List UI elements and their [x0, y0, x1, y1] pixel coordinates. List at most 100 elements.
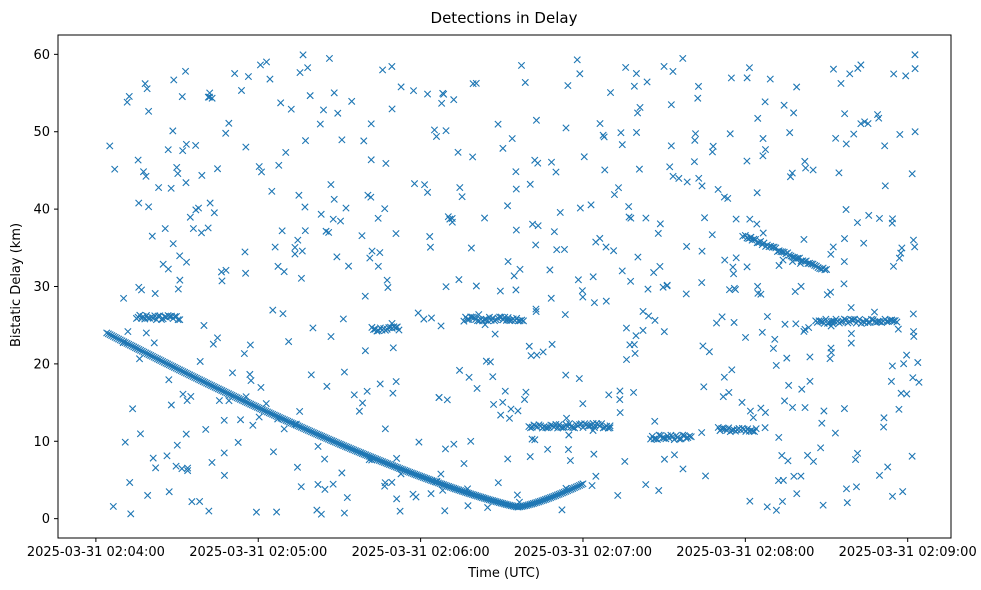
data-point: [875, 471, 884, 479]
data-point: [694, 94, 702, 102]
data-point: [287, 105, 295, 113]
data-point: [667, 101, 675, 109]
y-tick-label: 50: [33, 125, 50, 140]
data-point: [439, 486, 447, 494]
data-point: [397, 470, 405, 478]
data-point: [884, 463, 892, 471]
data-point: [358, 399, 367, 407]
data-point: [867, 315, 876, 323]
data-point: [720, 193, 728, 201]
data-point: [336, 217, 345, 225]
data-point: [174, 316, 182, 324]
data-point: [749, 427, 757, 435]
data-point: [819, 501, 827, 509]
data-point: [835, 169, 843, 177]
data-point: [291, 243, 299, 252]
data-point: [192, 141, 200, 150]
data-point: [522, 388, 530, 396]
data-point: [463, 485, 472, 493]
data-point: [797, 472, 805, 480]
data-point: [508, 134, 516, 143]
data-point: [458, 193, 466, 201]
data-point: [847, 339, 855, 347]
data-point: [148, 232, 156, 240]
data-point: [721, 256, 729, 264]
data-point: [642, 480, 650, 489]
data-point: [822, 265, 831, 274]
data-point: [790, 109, 798, 117]
data-point: [222, 266, 230, 274]
data-point: [809, 166, 817, 174]
data-point: [113, 334, 121, 342]
data-point: [127, 510, 135, 518]
data-point: [832, 134, 840, 142]
data-point: [244, 73, 253, 81]
data-point: [616, 408, 624, 417]
data-point: [881, 142, 889, 150]
data-point: [262, 400, 270, 408]
data-point: [236, 416, 245, 424]
data-point: [718, 313, 726, 321]
data-point: [234, 438, 242, 446]
data-point: [505, 414, 514, 422]
data-point: [137, 286, 146, 294]
data-point: [210, 209, 218, 217]
data-point: [682, 290, 690, 298]
data-point: [389, 389, 397, 397]
data-point: [144, 491, 152, 499]
data-point: [433, 477, 441, 485]
data-point: [333, 253, 341, 261]
data-point: [152, 354, 160, 362]
data-point: [700, 214, 709, 222]
data-point: [186, 371, 194, 379]
data-point: [910, 332, 918, 340]
data-point: [443, 396, 451, 404]
data-point: [475, 310, 483, 319]
data-point: [759, 134, 767, 143]
data-point: [792, 320, 800, 328]
data-point: [725, 388, 733, 397]
data-point: [831, 429, 839, 437]
data-point: [163, 452, 171, 460]
data-point: [257, 168, 266, 176]
data-point: [644, 285, 652, 293]
data-point: [837, 79, 845, 88]
data-point: [775, 433, 783, 442]
data-point: [632, 128, 641, 137]
data-point: [660, 328, 668, 336]
y-tick-label: 40: [33, 203, 50, 218]
data-point: [875, 214, 884, 223]
data-point: [754, 282, 762, 290]
data-point: [614, 491, 622, 500]
data-point: [761, 408, 770, 417]
data-point: [547, 158, 556, 166]
data-point: [577, 481, 585, 489]
data-point: [818, 419, 826, 427]
data-point: [247, 377, 255, 385]
data-point: [383, 276, 391, 284]
data-point: [376, 248, 384, 257]
data-point: [149, 454, 157, 462]
x-tick-label: 2025-03-31 02:08:00: [676, 545, 814, 560]
data-point: [726, 130, 734, 138]
data-point: [151, 289, 159, 298]
data-point: [379, 66, 387, 74]
data-point: [589, 273, 597, 281]
data-point: [282, 148, 290, 156]
data-point: [754, 114, 762, 122]
data-point: [367, 120, 375, 128]
plot-area: 2025-03-31 02:04:00 2025-03-31 02:05:00 20…: [27, 34, 977, 560]
data-point: [573, 56, 581, 64]
data-point: [489, 373, 497, 381]
data-point: [800, 258, 809, 266]
data-point: [141, 80, 149, 88]
data-point: [257, 383, 265, 392]
data-point: [241, 248, 249, 256]
data-point: [897, 389, 905, 397]
data-point: [164, 146, 172, 154]
data-point: [532, 307, 540, 316]
data-point: [108, 331, 116, 340]
data-point: [169, 127, 177, 135]
data-point: [699, 342, 707, 350]
data-point: [558, 506, 566, 514]
